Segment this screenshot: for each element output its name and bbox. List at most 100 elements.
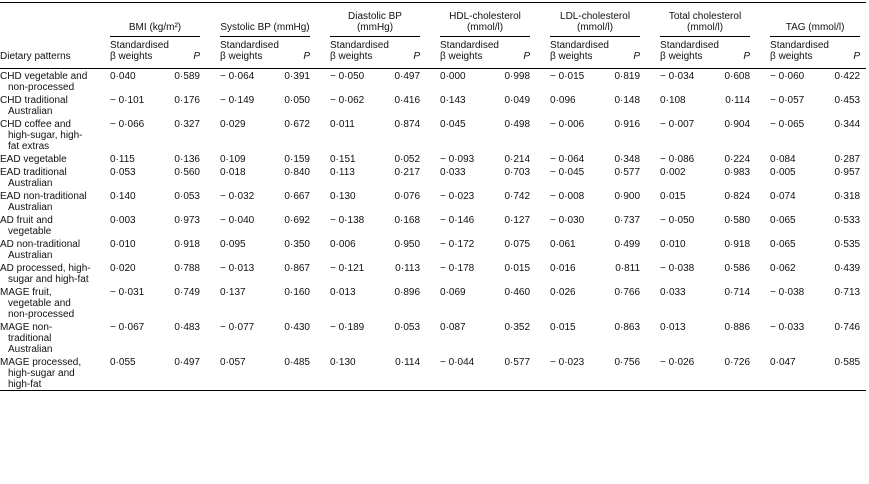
row-label: CHD vegetable and non-processed [0,71,88,93]
p-value: 0·113 [395,263,421,274]
beta-header: Standardised β weights [426,37,499,69]
beta-value: − 0·044 [440,357,475,368]
p-value: 0·416 [394,95,421,106]
beta-value: − 0·064 [220,71,255,82]
beta-value: − 0·065 [770,119,805,130]
beta-value: − 0·172 [440,239,475,250]
row-header: Dietary patterns [0,2,96,69]
p-value: 0·672 [284,119,310,130]
p-value: 0·344 [834,119,861,130]
beta-header: Standardised β weights [96,37,169,69]
p-value: 0·957 [834,167,861,178]
p-value: 0·214 [504,154,531,165]
p-value: 0·460 [504,287,531,298]
beta-value: − 0·057 [770,95,805,106]
data-row: CHD vegetable and non-processed 0·040 0·58… [0,69,866,94]
beta-value: 0·003 [110,215,136,226]
beta-value: − 0·050 [660,215,695,226]
p-value: 0·168 [394,215,421,226]
beta-value: 0·013 [660,322,686,333]
data-row: AD processed, high-sugar and high-fat 0·0… [0,261,866,285]
beta-value: − 0·030 [550,215,585,226]
data-row: MAGE fruit, vegetable and non-processed −… [0,285,866,320]
p-value: 0·499 [614,239,641,250]
beta-value: 0·033 [440,167,466,178]
beta-value: 0·053 [110,167,136,178]
p-value: 0·874 [394,119,421,130]
data-row: AD fruit and vegetable 0·003 0·973 − 0·040 0… [0,213,866,237]
beta-value: 0·040 [110,71,136,82]
beta-value: − 0·189 [330,322,365,333]
beta-value: − 0·138 [330,215,365,226]
beta-value: 0·065 [770,239,796,250]
data-row: AD non-traditional Australian 0·010 0·918 0… [0,237,866,261]
beta-header: Standardised β weights [536,37,609,69]
p-value: 0·287 [834,154,861,165]
p-value: 0·863 [614,322,641,333]
p-value: 0·075 [504,239,531,250]
beta-value: 0·143 [440,95,466,106]
beta-value: − 0·064 [550,154,585,165]
p-value: 0·439 [834,263,861,274]
p-value: 0·824 [724,191,751,202]
p-value: 0·498 [504,119,531,130]
p-value: 0·160 [284,287,310,298]
group-header-text: Diastolic BP (mmHg) [330,11,421,37]
group-header: Systolic BP (mmHg) [206,3,316,37]
beta-value: − 0·032 [220,191,255,202]
beta-value: 0·006 [330,239,356,250]
beta-value: 0·016 [550,263,576,274]
beta-value: − 0·146 [440,215,475,226]
row-label: EAD non-traditional Australian [0,191,87,213]
beta-value: 0·109 [220,154,246,165]
p-value: 0·049 [504,95,531,106]
beta-value: 0·013 [330,287,356,298]
p-header: P [278,37,316,69]
group-header: TAG (mmol/l) [756,3,866,37]
p-value: 0·580 [724,215,751,226]
p-value: 0·916 [614,119,641,130]
p-value: 0·318 [834,191,861,202]
beta-value: 0·015 [660,191,686,202]
p-value: 0·788 [174,263,200,274]
beta-value: − 0·149 [220,95,255,106]
beta-value: 0·074 [770,191,796,202]
p-value: 0·350 [284,239,310,250]
beta-value: 0·002 [660,167,686,178]
p-value: 0·050 [284,95,310,106]
p-header: P [498,37,537,69]
beta-value: 0·108 [660,95,686,106]
beta-value: − 0·038 [660,263,695,274]
beta-value: 0·057 [220,357,246,368]
p-value: 0·840 [284,167,310,178]
beta-value: 0·137 [220,287,246,298]
header-row: Dietary patterns BMI (kg/m²) Systolic BP (… [0,2,866,69]
p-value: 0·998 [504,71,531,82]
p-value: 0·746 [834,322,861,333]
p-value: 0·585 [834,357,861,368]
p-header: P [828,37,867,69]
beta-value: − 0·033 [770,322,805,333]
data-row: EAD non-traditional Australian 0·140 0·053… [0,189,866,213]
beta-value: 0·096 [550,95,576,106]
beta-value: 0·113 [330,167,355,178]
p-value: 0·577 [614,167,641,178]
row-label: EAD traditional Australian [0,167,67,189]
group-header-text: TAG (mmol/l) [770,22,861,37]
p-value: 0·148 [614,95,641,106]
beta-value: − 0·093 [440,154,475,165]
p-value: 0·749 [174,287,200,298]
data-row: EAD traditional Australian 0·053 0·560 0·01… [0,165,866,189]
p-value: 0·918 [724,239,751,250]
data-row: CHD traditional Australian − 0·101 0·176 − … [0,93,866,117]
beta-value: 0·151 [330,154,356,165]
p-value: 0·737 [614,215,641,226]
beta-value: − 0·040 [220,215,255,226]
beta-value: − 0·050 [330,71,365,82]
beta-value: 0·115 [110,154,135,165]
beta-value: 0·015 [550,322,576,333]
p-value: 0·136 [174,154,200,165]
beta-value: 0·140 [110,191,136,202]
p-value: 0·348 [614,154,641,165]
beta-value: − 0·026 [660,357,695,368]
